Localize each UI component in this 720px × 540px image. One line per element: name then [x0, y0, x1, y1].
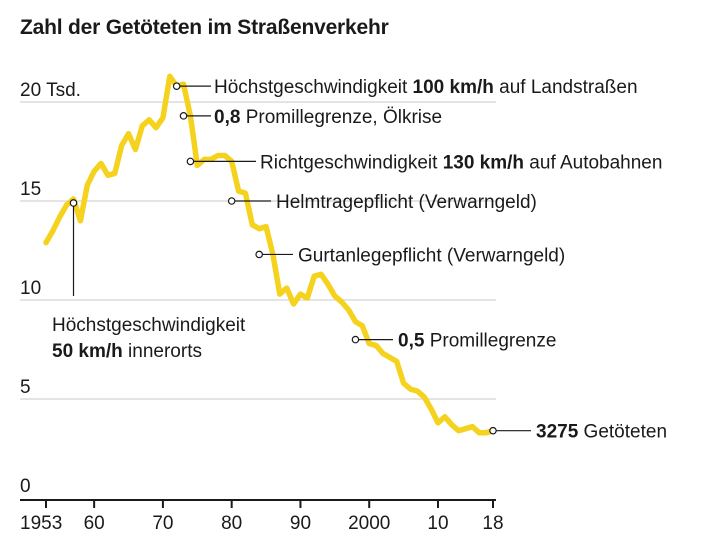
annotation-marker [489, 426, 497, 435]
annotation-text-segment: Richtgeschwindigkeit [260, 152, 443, 173]
annotation-text-segment: 3275 [536, 422, 579, 443]
annotation-text: 3275 Getöteten [536, 422, 667, 443]
x-tick-label: 18 [482, 513, 503, 534]
annotation-text: 0,8 Promillegrenze, Ölkrise [214, 107, 442, 128]
annotation-marker [179, 112, 188, 120]
annotation-marker [351, 335, 360, 344]
annotation: Höchstgeschwindigkeit 100 km/h auf Lands… [172, 77, 638, 98]
y-tick-label: 5 [20, 377, 31, 398]
annotation-text-segment: Getöteten [578, 422, 667, 443]
y-tick-label: 0 [20, 476, 31, 497]
annotation-text: Höchstgeschwindigkeit [52, 315, 246, 336]
annotation-text: Helmtragepflicht (Verwarngeld) [276, 192, 537, 213]
annotation: Gurtanlegepflicht (Verwarngeld) [255, 245, 565, 266]
annotation-marker [69, 199, 78, 207]
annotation-text-segment: 50 km/h [52, 341, 123, 362]
annotation-text-segment: 130 km/h [443, 152, 524, 173]
annotation-marker [227, 197, 236, 205]
annotation-text-segment: auf Landstraßen [494, 77, 638, 98]
annotation-marker [172, 82, 181, 90]
annotation-text-segment: auf Autobahnen [524, 152, 662, 173]
annotation-text-segment: 100 km/h [413, 77, 494, 98]
y-tick-label: 15 [20, 179, 41, 200]
x-axis [20, 499, 496, 508]
annotation-text: Gurtanlegepflicht (Verwarngeld) [298, 245, 565, 266]
annotation-text: Höchstgeschwindigkeit 100 km/h auf Lands… [214, 77, 638, 98]
annotation-marker [186, 157, 195, 166]
annotation: 0,5 Promillegrenze [351, 331, 556, 352]
annotation-text-segment: Gurtanlegepflicht (Verwarngeld) [298, 245, 565, 266]
annotation: Höchstgeschwindigkeit 50 km/h innerorts [52, 199, 246, 362]
y-tick-label: 20 Tsd. [20, 80, 81, 101]
annotation-text-segment: innerorts [123, 341, 202, 362]
x-tick-label: 1953 [20, 513, 62, 534]
series-line-group [43, 73, 496, 436]
y-tick-label: 10 [20, 278, 41, 299]
x-tick-label: 2000 [348, 513, 390, 534]
series-line [43, 73, 496, 436]
annotation-text: 50 km/h innerorts [52, 341, 202, 362]
chart-title: Zahl der Getöteten im Straßenverkehr [20, 16, 389, 39]
annotation: 0,8 Promillegrenze, Ölkrise [179, 107, 442, 128]
annotation-text-segment: Promillegrenze [424, 331, 556, 352]
x-tick-label: 10 [427, 513, 448, 534]
x-tick-label: 90 [290, 513, 311, 534]
annotation-text-segment: Helmtragepflicht (Verwarngeld) [276, 192, 537, 213]
annotation-text-segment: 0,5 [398, 331, 425, 352]
annotation-text: Richtgeschwindigkeit 130 km/h auf Autoba… [260, 152, 662, 173]
x-tick-label: 60 [84, 513, 105, 534]
annotation: Helmtragepflicht (Verwarngeld) [227, 192, 537, 213]
annotation-text-segment: Höchstgeschwindigkeit [214, 77, 413, 98]
annotation-text-segment: Promillegrenze, Ölkrise [240, 107, 442, 128]
annotation-text-segment: 0,8 [214, 107, 240, 128]
annotation: 3275 Getöteten [489, 422, 667, 443]
x-tick-label: 80 [221, 513, 242, 534]
x-tick-label: 70 [152, 513, 173, 534]
annotation-text-segment: Höchstgeschwindigkeit [52, 315, 246, 336]
annotation-marker [255, 250, 263, 259]
tick-labels: 0 5 10 15 20 Tsd. 1953 60 70 80 90 2000 10 18 [20, 80, 504, 534]
annotation-text: 0,5 Promillegrenze [398, 331, 556, 352]
annotation: Richtgeschwindigkeit 130 km/h auf Autoba… [186, 152, 662, 173]
